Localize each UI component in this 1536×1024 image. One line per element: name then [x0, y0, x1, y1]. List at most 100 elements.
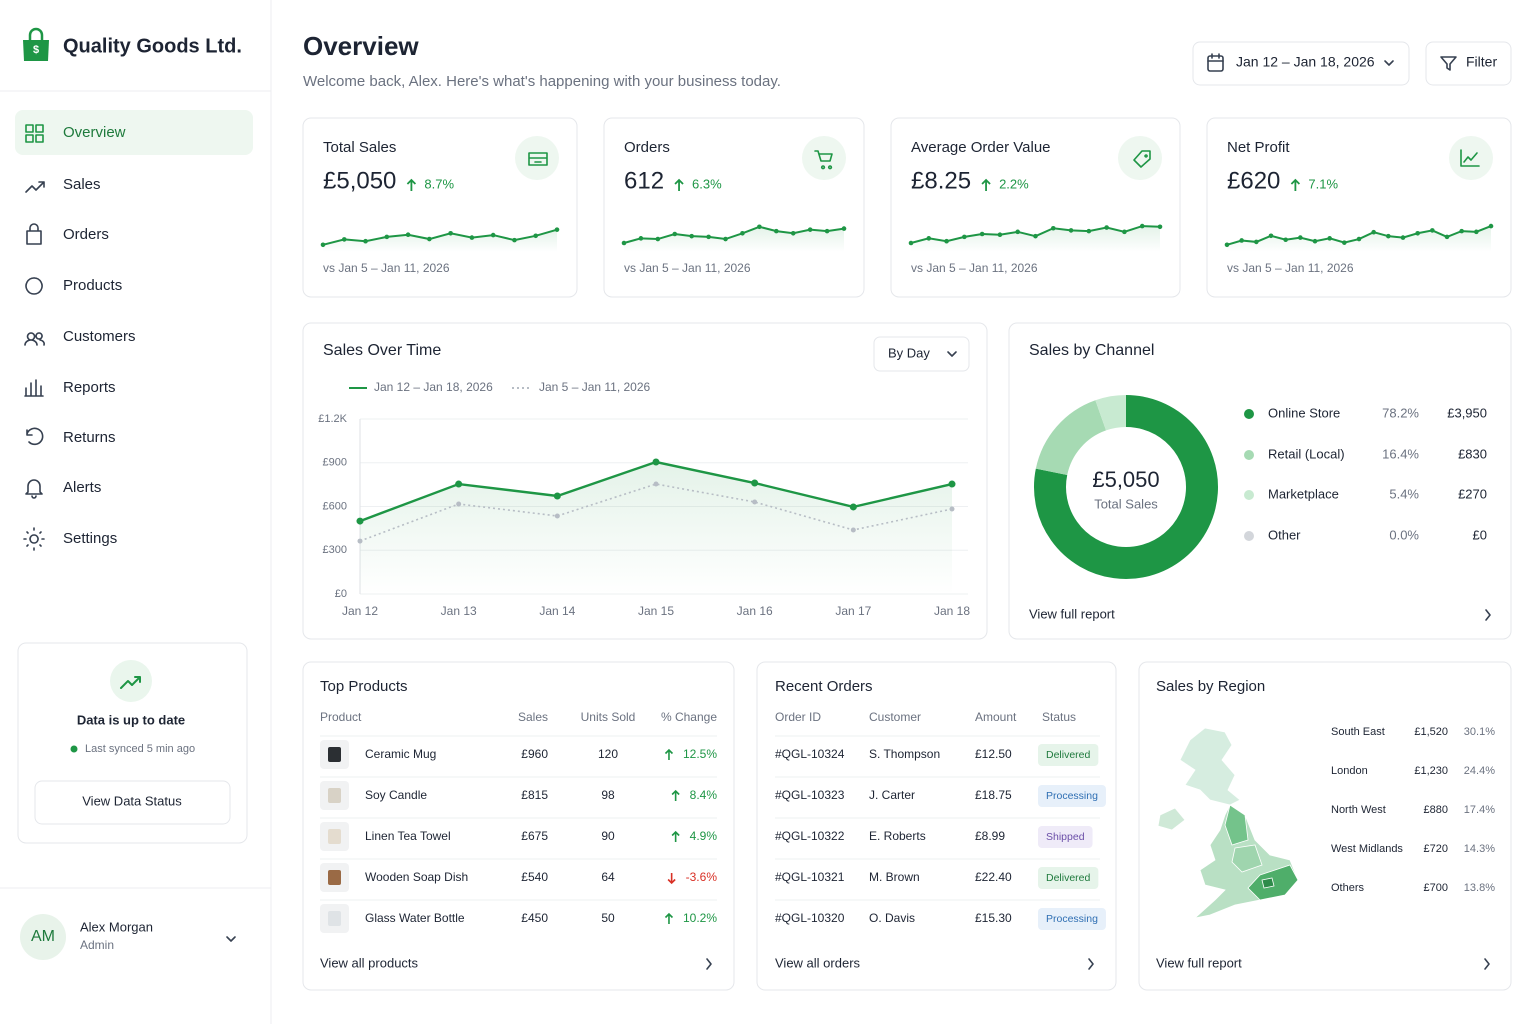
period-label[interactable]: By Day [888, 345, 930, 360]
x-tick-label: Jan 12 [342, 604, 378, 618]
sparkline-point [962, 234, 967, 240]
nav-item[interactable]: Returns [63, 429, 116, 446]
sparkline-point [1444, 234, 1450, 240]
y-tick-label: £300 [323, 544, 347, 556]
y-tick-label: £600 [323, 500, 347, 512]
legend-share: 0.0% [1389, 527, 1419, 542]
filter-label[interactable]: Filter [1466, 54, 1497, 70]
nav-item[interactable]: Alerts [63, 479, 101, 496]
kpi-comparison: vs Jan 5 – Jan 11, 2026 [1227, 261, 1354, 275]
nav-item[interactable]: Customers [63, 328, 136, 345]
kpi-change: 7.1% [1308, 176, 1338, 191]
product-name: Glass Water Bottle [365, 911, 465, 925]
order-id: #QGL-10323 [775, 788, 845, 802]
period-select[interactable] [873, 336, 970, 372]
y-tick-label: £900 [323, 457, 347, 469]
sparkline-point [1122, 229, 1127, 235]
avatar-initials: AM [31, 928, 55, 945]
nav-item[interactable]: Sales [63, 176, 101, 193]
nav-active-bg [15, 110, 253, 155]
product-thumbnail-item [328, 788, 341, 803]
order-customer: O. Davis [869, 911, 915, 925]
card [302, 117, 578, 298]
nav-icon [23, 527, 45, 551]
series-point [752, 499, 758, 505]
sync-button[interactable] [34, 780, 231, 825]
sparkline-point [1224, 242, 1230, 248]
column-header: Units Sold [581, 710, 636, 724]
change-arrow [664, 912, 674, 924]
sparkline-point [1104, 225, 1109, 230]
sparkline-point [979, 231, 985, 237]
status-badge [1038, 826, 1093, 848]
view-report-link[interactable]: View full report [1029, 606, 1115, 621]
chart-title: Sales by Channel [1029, 342, 1154, 359]
product-sales: £450 [521, 911, 548, 925]
user-menu[interactable] [226, 936, 236, 942]
region-name: London [1331, 765, 1368, 777]
sparkline-point [1086, 228, 1092, 234]
sync-button-label[interactable]: View Data Status [82, 793, 182, 808]
legend-dot [1244, 409, 1254, 419]
kpi-change: 6.3% [692, 176, 722, 191]
series-point [751, 479, 759, 487]
sparkline-point [790, 230, 796, 236]
status-badge [1038, 867, 1099, 889]
status-badge [1038, 785, 1106, 807]
sparkline-point [448, 230, 453, 236]
date-picker[interactable] [1192, 41, 1410, 86]
sparkline-point [824, 228, 830, 234]
column-header: Order ID [775, 710, 821, 724]
sparkline-point [1400, 235, 1406, 240]
page-subtitle: Welcome back, Alex. Here's what's happen… [303, 73, 781, 90]
sync-dot [70, 745, 78, 753]
nav-item[interactable]: Reports [63, 379, 116, 396]
kpi-icon-glyph [1133, 150, 1151, 168]
sparkline-area [911, 226, 1160, 252]
kpi-comparison: vs Jan 5 – Jan 11, 2026 [624, 261, 751, 275]
series-point [357, 538, 363, 544]
filter-button[interactable] [1425, 41, 1512, 86]
donut-segment [1034, 395, 1218, 579]
product-units: 64 [601, 870, 615, 884]
card [890, 117, 1181, 298]
legend-label: Other [1268, 527, 1301, 542]
date-range[interactable]: Jan 12 – Jan 18, 2026 [1236, 54, 1375, 70]
sparkline-point [638, 236, 644, 241]
x-tick-label: Jan 14 [539, 604, 575, 618]
donut-segment [1035, 400, 1107, 476]
product-units: 120 [598, 747, 618, 761]
nav-item[interactable]: Products [63, 277, 122, 294]
map-region [1157, 807, 1186, 831]
card [302, 661, 735, 991]
card [1206, 117, 1512, 298]
x-tick-label: Jan 15 [638, 604, 674, 618]
sparkline-point [1386, 233, 1391, 239]
order-amount: £12.50 [975, 747, 1012, 761]
region-share: 17.4% [1464, 804, 1495, 816]
series-point [554, 513, 560, 519]
region-share: 30.1% [1464, 726, 1495, 738]
kpi-title: Total Sales [323, 139, 396, 156]
product-change: 10.2% [683, 911, 717, 925]
product-sales: £815 [521, 788, 548, 802]
order-status: Delivered [1046, 872, 1091, 884]
chevron [1484, 958, 1490, 970]
sparkline-point [1050, 225, 1056, 231]
status-badge [1038, 744, 1099, 766]
nav-item[interactable]: Orders [63, 226, 109, 243]
order-status: Processing [1046, 913, 1098, 925]
chevron [1384, 60, 1394, 66]
nav-item[interactable]: Settings [63, 530, 117, 547]
change-arrow [671, 789, 680, 801]
view-products-link[interactable]: View all products [320, 955, 419, 970]
nav-item[interactable]: Overview [63, 124, 126, 141]
sparkline-point [384, 234, 390, 240]
view-orders-link[interactable]: View all orders [775, 955, 861, 970]
order-customer: M. Brown [869, 870, 920, 884]
view-report-link[interactable]: View full report [1156, 955, 1242, 970]
kpi-title: Net Profit [1227, 139, 1290, 156]
nav-icon [26, 427, 44, 446]
kpi-change: 2.2% [999, 176, 1029, 191]
order-status: Shipped [1046, 831, 1085, 843]
